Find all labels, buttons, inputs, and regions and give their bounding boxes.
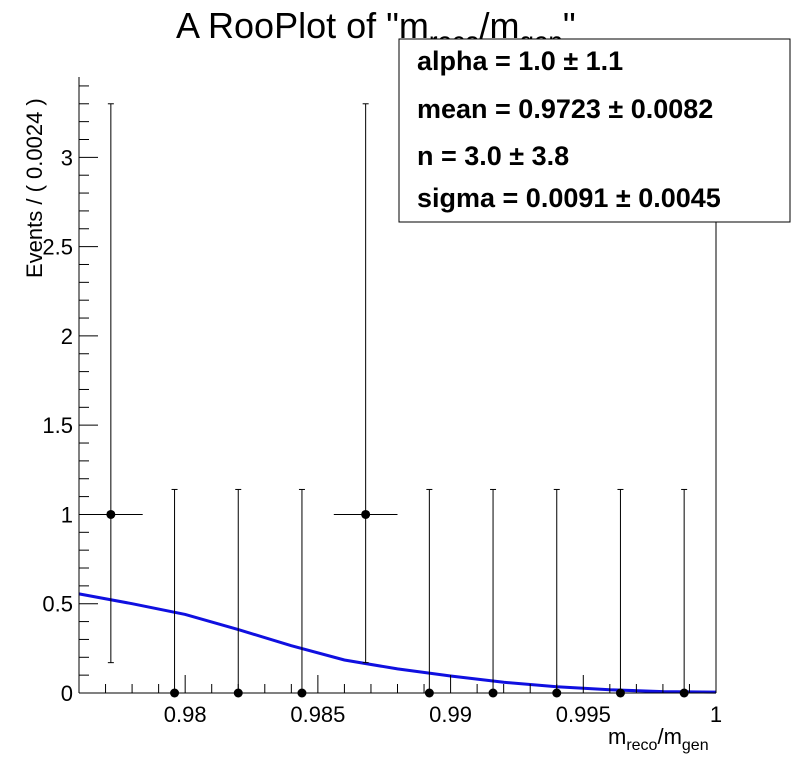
tick-labels-layer: 0.98 0.985 0.99 0.995 1 0 0.5 1 1.5 2 2.5 3 (42, 145, 722, 727)
x-tick-label: 1 (710, 702, 722, 727)
data-point (361, 509, 371, 519)
stat-n: n = 3.0 ± 3.8 (417, 141, 569, 171)
x-tick-label: 0.98 (164, 702, 207, 727)
fit-parameters-box: alpha = 1.0 ± 1.1 mean = 0.9723 ± 0.0082… (398, 38, 791, 223)
x-tick-label: 0.985 (290, 702, 345, 727)
x-tick-label: 0.99 (429, 702, 472, 727)
y-tick-label: 1.5 (42, 413, 73, 438)
data-point (106, 509, 116, 519)
y-tick-label: 0 (61, 681, 73, 706)
x-tick-label: 0.995 (556, 702, 611, 727)
y-axis-title: Events / ( 0.0024 ) (22, 98, 47, 278)
stat-alpha: alpha = 1.0 ± 1.1 (417, 46, 623, 76)
data-points-layer (79, 103, 689, 698)
y-tick-label: 0.5 (42, 592, 73, 617)
y-tick-label: 2.5 (42, 235, 73, 260)
y-tick-label: 2 (61, 324, 73, 349)
y-tick-label: 3 (61, 145, 73, 170)
stat-sigma: sigma = 0.0091 ± 0.0045 (417, 183, 721, 213)
x-axis-title: mreco/mgen (608, 724, 709, 754)
stat-mean: mean = 0.9723 ± 0.0082 (417, 94, 713, 124)
y-tick-label: 1 (61, 502, 73, 527)
